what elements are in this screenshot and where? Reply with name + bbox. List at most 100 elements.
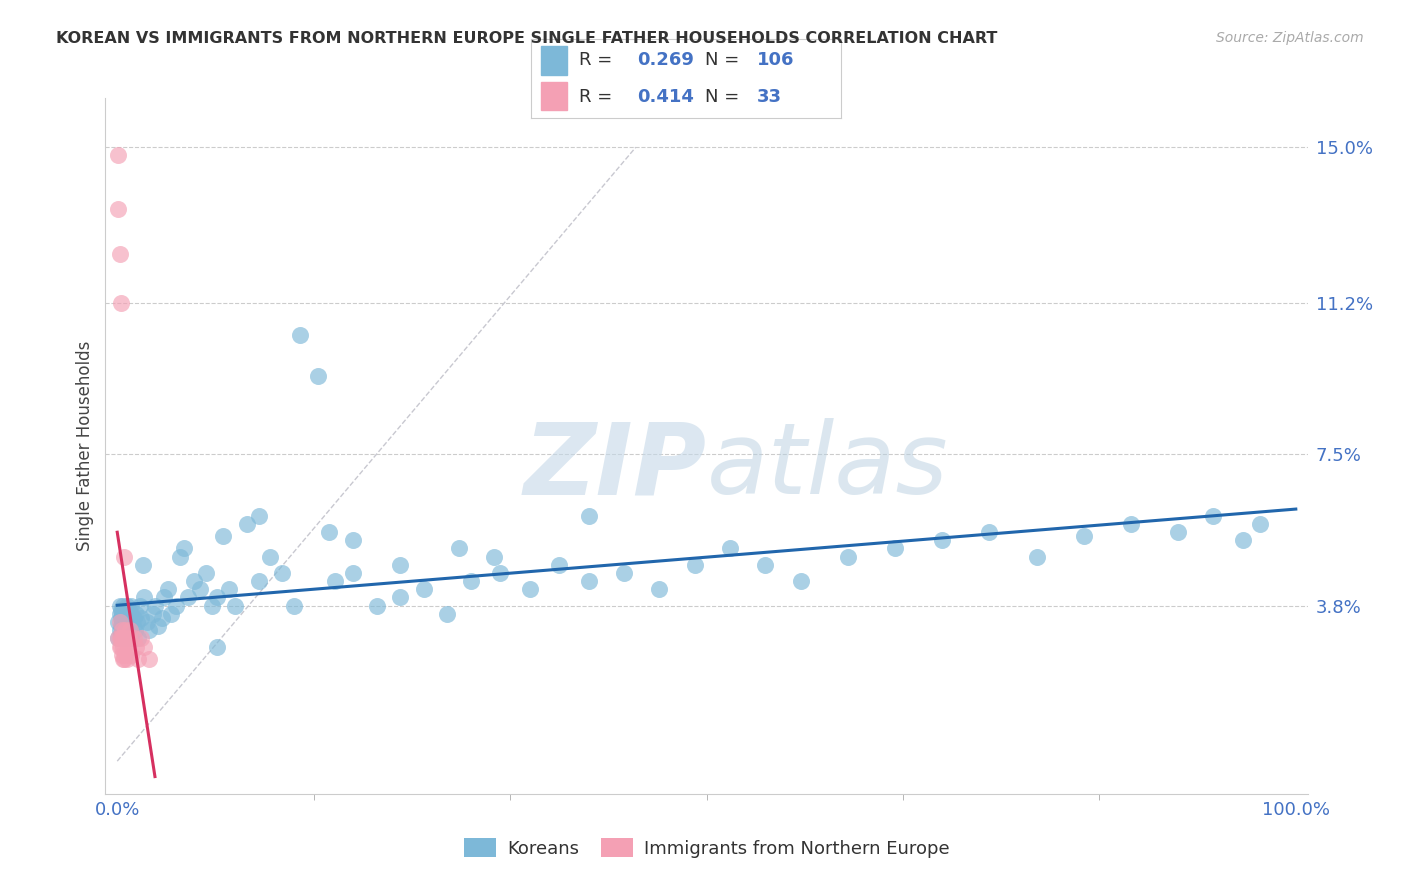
Point: [115, 652, 138, 666]
Point: [447, 541, 470, 556]
Point: [108, 599, 131, 613]
Point: [110, 611, 132, 625]
Point: [177, 591, 200, 605]
Point: [207, 591, 229, 605]
Point: [114, 623, 136, 637]
Point: [389, 558, 412, 572]
Point: [111, 648, 134, 662]
Point: [108, 623, 131, 637]
Point: [115, 632, 138, 646]
Point: [489, 566, 512, 580]
Point: [153, 591, 176, 605]
Point: [173, 541, 195, 556]
Point: [318, 524, 340, 539]
Point: [1167, 524, 1189, 539]
Point: [1073, 529, 1095, 543]
Point: [200, 599, 222, 613]
Point: [111, 632, 134, 646]
Point: [160, 607, 183, 621]
Text: 0.414: 0.414: [637, 87, 693, 105]
Point: [107, 148, 129, 162]
Point: [307, 369, 329, 384]
Point: [112, 652, 135, 666]
Point: [389, 591, 412, 605]
Point: [120, 623, 142, 637]
Point: [188, 582, 211, 597]
Text: KOREAN VS IMMIGRANTS FROM NORTHERN EUROPE SINGLE FATHER HOUSEHOLDS CORRELATION C: KOREAN VS IMMIGRANTS FROM NORTHERN EUROP…: [56, 31, 998, 46]
Point: [107, 202, 129, 216]
Point: [114, 648, 136, 662]
Point: [120, 607, 142, 621]
Point: [1025, 549, 1047, 564]
Point: [110, 640, 132, 654]
Text: R =: R =: [579, 87, 613, 105]
Point: [112, 603, 135, 617]
Point: [111, 623, 134, 637]
Point: [247, 508, 270, 523]
Text: Source: ZipAtlas.com: Source: ZipAtlas.com: [1216, 31, 1364, 45]
Point: [259, 549, 281, 564]
Point: [112, 627, 135, 641]
Point: [436, 607, 458, 621]
Text: 106: 106: [758, 52, 794, 70]
Point: [236, 516, 259, 531]
Point: [111, 623, 134, 637]
Point: [112, 632, 135, 646]
Point: [165, 599, 187, 613]
Point: [112, 640, 135, 654]
Point: [122, 611, 145, 625]
Point: [108, 246, 131, 260]
Point: [107, 632, 129, 646]
Bar: [541, 46, 567, 75]
Point: [212, 529, 235, 543]
Point: [412, 582, 434, 597]
Text: ZIP: ZIP: [523, 418, 707, 516]
Point: [108, 607, 131, 621]
Point: [111, 607, 134, 621]
Point: [117, 611, 139, 625]
Point: [112, 652, 135, 666]
Point: [110, 295, 132, 310]
Point: [683, 558, 706, 572]
Point: [124, 623, 146, 637]
Point: [108, 615, 131, 629]
Point: [117, 627, 139, 641]
Point: [114, 615, 136, 629]
Point: [138, 652, 160, 666]
Text: N =: N =: [704, 52, 740, 70]
Point: [112, 619, 135, 633]
Point: [194, 566, 217, 580]
Point: [132, 558, 155, 572]
Point: [247, 574, 270, 588]
Point: [156, 582, 179, 597]
Point: [112, 611, 135, 625]
Point: [323, 574, 346, 588]
Point: [578, 574, 600, 588]
Point: [283, 599, 305, 613]
Point: [127, 615, 149, 629]
Point: [790, 574, 813, 588]
Point: [114, 623, 136, 637]
Text: 33: 33: [758, 87, 782, 105]
Point: [120, 648, 142, 662]
Point: [110, 619, 132, 633]
Point: [460, 574, 482, 588]
Point: [115, 632, 138, 646]
Point: [138, 623, 160, 637]
Point: [118, 615, 141, 629]
Point: [218, 582, 240, 597]
Point: [112, 632, 135, 646]
Point: [115, 619, 138, 633]
Point: [366, 599, 388, 613]
Point: [108, 632, 131, 646]
Point: [115, 599, 138, 613]
Point: [1202, 508, 1225, 523]
Point: [127, 652, 149, 666]
Point: [129, 611, 152, 625]
Point: [134, 640, 156, 654]
Point: [120, 623, 142, 637]
Point: [1232, 533, 1254, 548]
Point: [613, 566, 636, 580]
Point: [150, 611, 173, 625]
Point: [122, 632, 145, 646]
